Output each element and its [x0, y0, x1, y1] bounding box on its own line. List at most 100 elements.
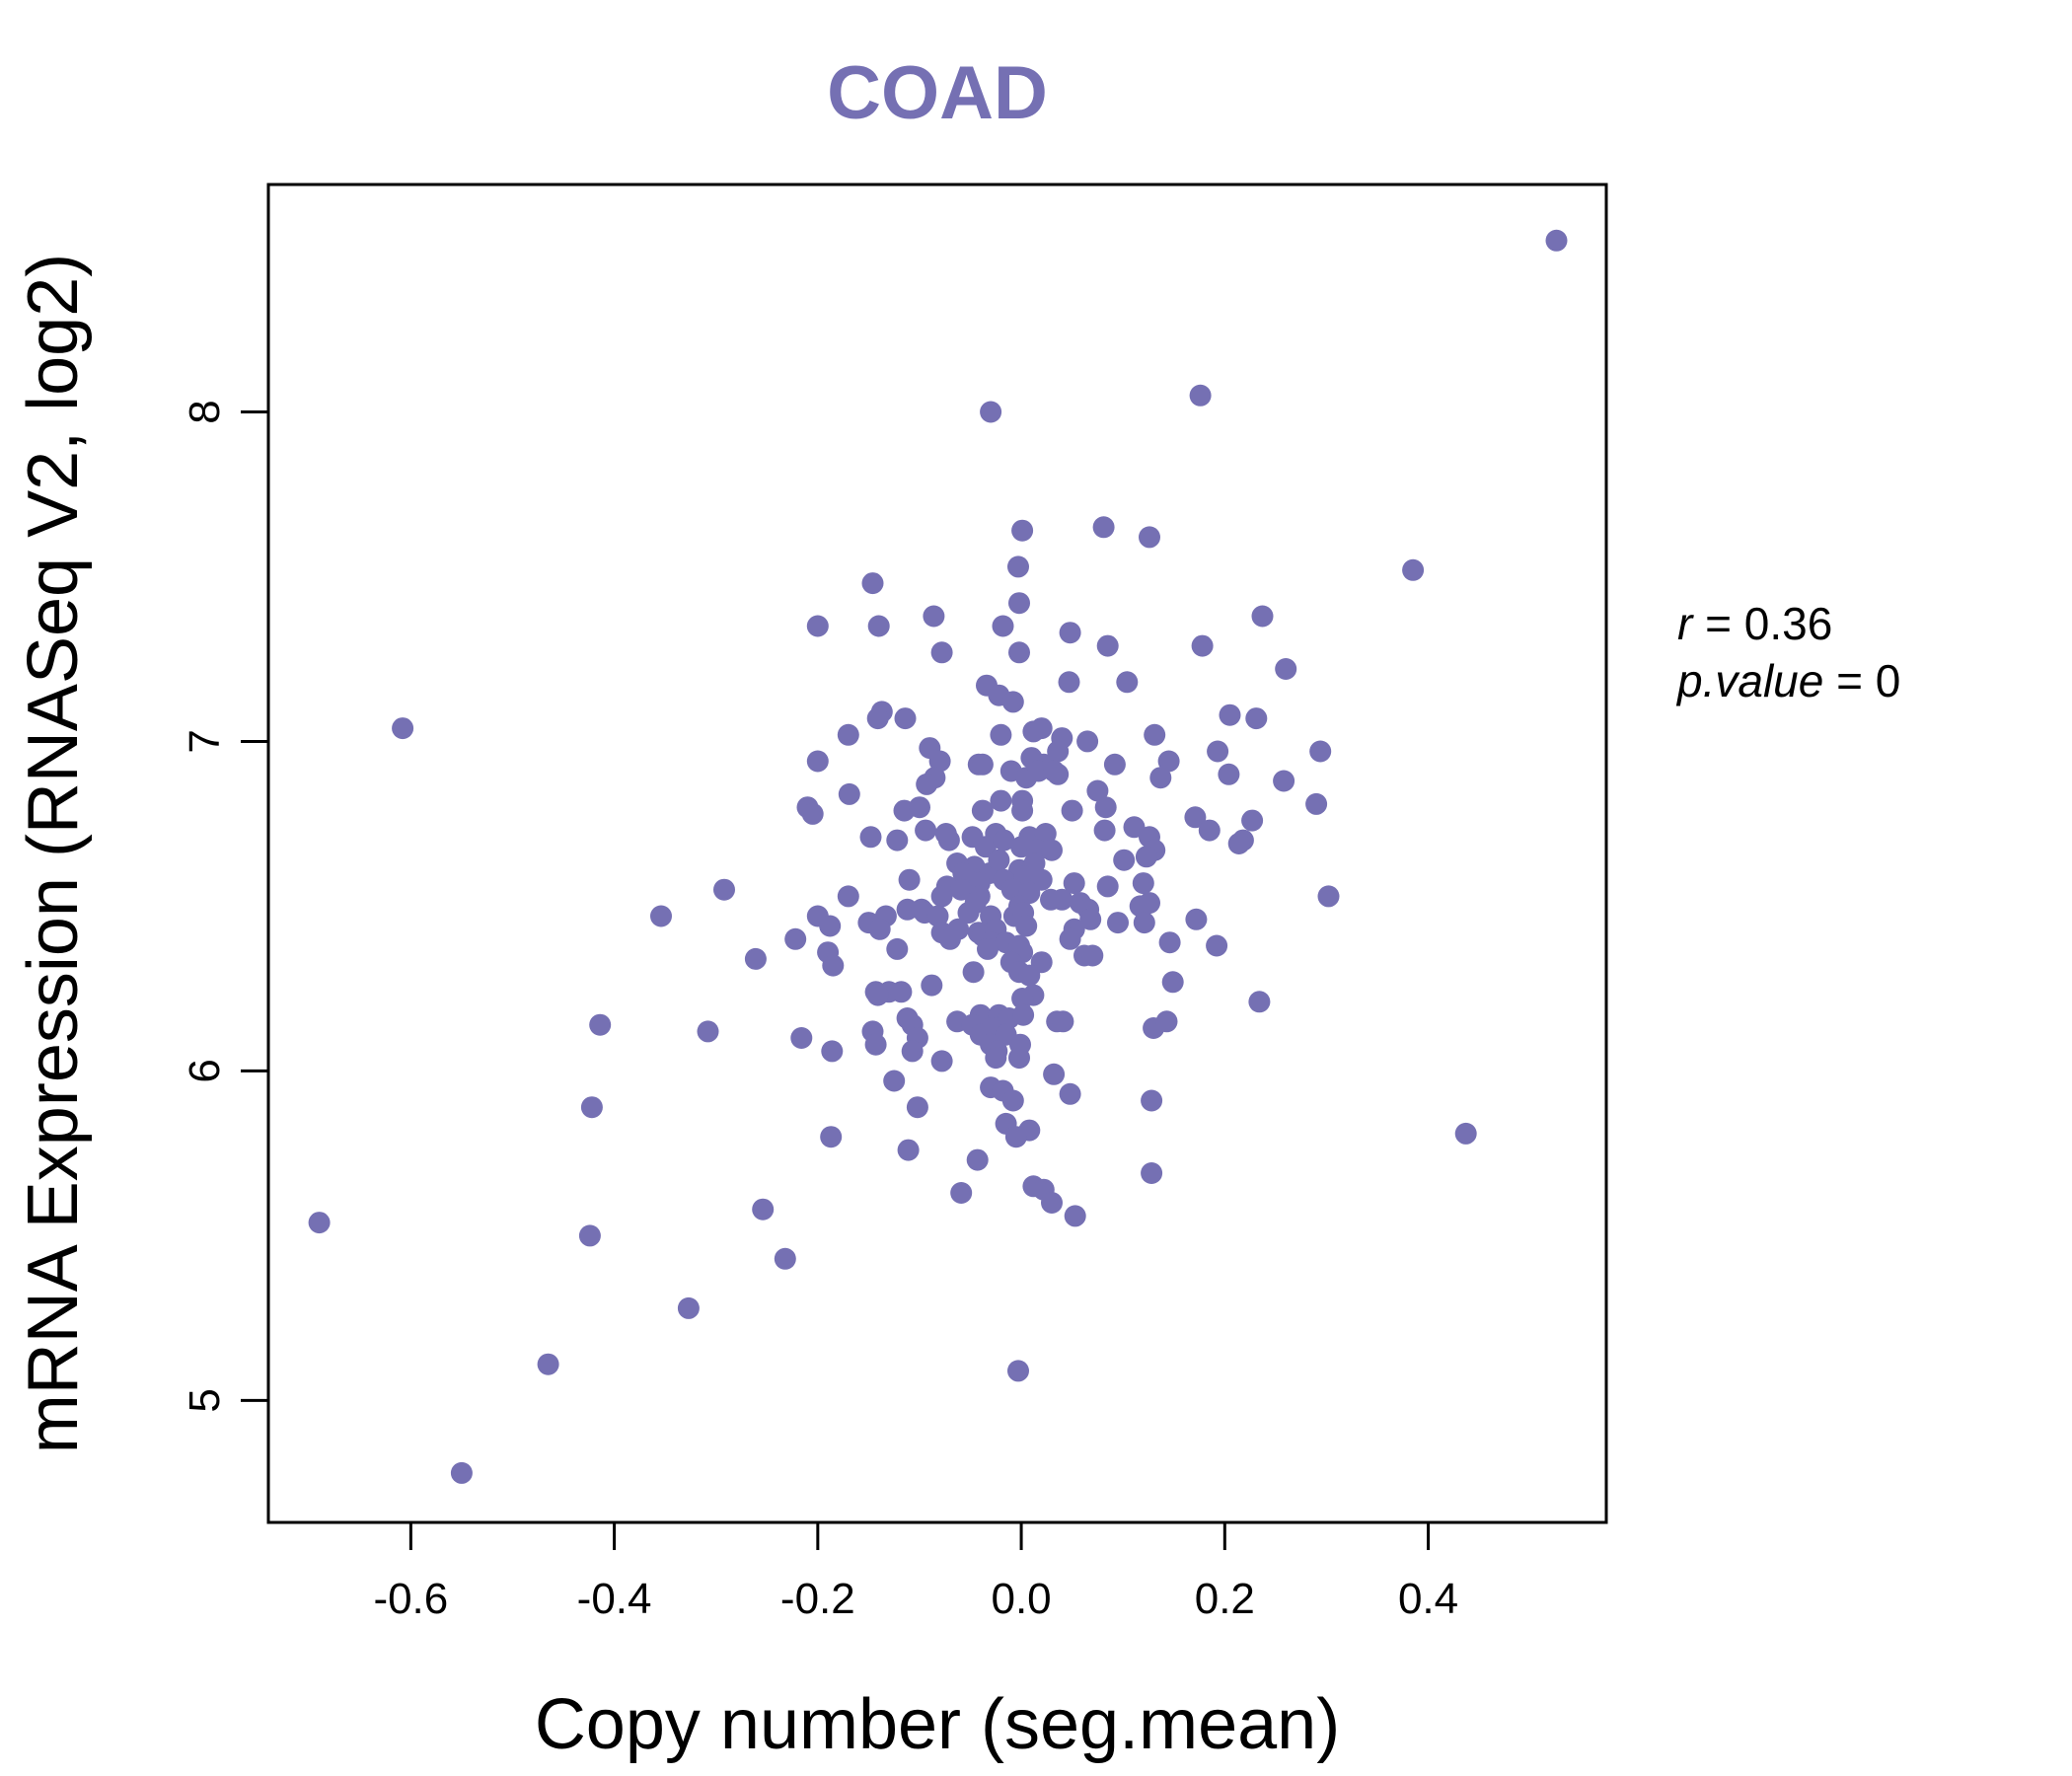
data-point	[1189, 384, 1212, 407]
data-point	[820, 1126, 843, 1148]
data-point	[1041, 839, 1063, 861]
data-point	[1116, 671, 1139, 694]
plot-frame	[266, 183, 1608, 1524]
data-point	[886, 829, 909, 851]
data-point	[985, 1047, 1007, 1070]
data-point	[838, 782, 860, 805]
data-point	[821, 1040, 844, 1063]
data-point	[930, 1050, 953, 1073]
data-point	[537, 1353, 559, 1375]
x-tick-label: 0.4	[1398, 1575, 1458, 1623]
data-point	[784, 927, 807, 950]
data-point	[1030, 717, 1053, 740]
data-point	[1011, 799, 1034, 822]
data-point	[992, 615, 1014, 637]
data-point	[864, 1033, 887, 1056]
data-point	[952, 862, 975, 884]
x-tick-label: 0.0	[991, 1575, 1051, 1623]
data-point	[1043, 1063, 1066, 1085]
data-point	[1191, 634, 1214, 657]
data-point	[886, 937, 909, 960]
data-point	[1007, 1360, 1029, 1382]
data-point	[1241, 809, 1264, 832]
r-label: r	[1677, 598, 1694, 649]
data-point	[1144, 723, 1166, 746]
data-point	[1004, 1126, 1027, 1148]
data-point	[962, 961, 985, 984]
data-point	[977, 937, 999, 960]
data-point	[866, 984, 889, 1006]
data-point	[1454, 1122, 1477, 1145]
data-point	[1008, 1047, 1030, 1070]
data-point	[1000, 878, 1023, 901]
data-point	[926, 905, 949, 927]
data-point	[1064, 1205, 1086, 1227]
data-point	[1007, 555, 1029, 578]
data-point	[578, 1224, 601, 1247]
data-point	[1158, 931, 1181, 954]
data-point	[890, 981, 913, 1003]
data-point	[1133, 912, 1155, 934]
r-value: 0.36	[1744, 598, 1833, 649]
data-point	[450, 1461, 473, 1484]
data-point	[1059, 927, 1081, 950]
data-point	[1149, 767, 1172, 789]
data-point	[930, 885, 953, 908]
data-point	[1545, 229, 1568, 252]
data-point	[937, 829, 960, 851]
data-point	[1052, 1010, 1074, 1033]
data-point	[1139, 892, 1160, 915]
data-point	[1141, 1089, 1163, 1112]
data-point	[861, 572, 884, 595]
data-point	[650, 905, 672, 927]
data-point	[971, 799, 994, 822]
data-point	[859, 826, 882, 849]
data-point	[1058, 671, 1080, 694]
data-point	[883, 1070, 906, 1092]
data-point	[938, 927, 961, 950]
data-point	[806, 750, 829, 773]
data-point	[928, 750, 951, 773]
data-point	[990, 723, 1012, 746]
data-point	[1041, 1192, 1063, 1214]
data-point	[1273, 770, 1295, 792]
data-point	[1141, 1162, 1163, 1184]
y-tick-label: 8	[181, 400, 229, 423]
data-point	[790, 1027, 813, 1049]
data-point	[1218, 763, 1240, 785]
data-point	[392, 717, 414, 740]
data-point	[1245, 707, 1268, 730]
data-point	[1402, 558, 1425, 581]
data-point	[915, 819, 937, 842]
chart-title: COAD	[827, 51, 1048, 135]
data-point	[1107, 912, 1129, 934]
data-point	[1096, 634, 1119, 657]
data-point	[1008, 592, 1030, 615]
data-point	[589, 1013, 612, 1036]
data-point	[1103, 753, 1126, 776]
data-point	[898, 868, 921, 891]
data-point	[1018, 964, 1041, 987]
p-value-stat: p.value = 0	[1675, 655, 1900, 706]
data-point	[971, 753, 994, 776]
data-point	[1275, 658, 1297, 680]
data-point	[822, 954, 845, 977]
r-stat: r = 0.36	[1677, 598, 1832, 649]
data-point	[906, 1096, 928, 1119]
data-point	[1093, 819, 1116, 842]
p-value: 0	[1876, 655, 1901, 706]
data-point	[1011, 519, 1034, 542]
data-point	[909, 796, 930, 819]
data-point	[1157, 750, 1180, 773]
data-point	[1092, 516, 1115, 539]
data-point	[1015, 915, 1038, 937]
data-point	[1113, 849, 1136, 871]
data-point	[1076, 730, 1099, 753]
data-point	[1227, 833, 1250, 854]
data-point	[1034, 823, 1057, 845]
data-point	[1198, 819, 1221, 842]
data-point	[819, 915, 842, 937]
data-point	[868, 918, 891, 940]
data-point	[697, 1020, 719, 1043]
data-point	[867, 615, 890, 637]
